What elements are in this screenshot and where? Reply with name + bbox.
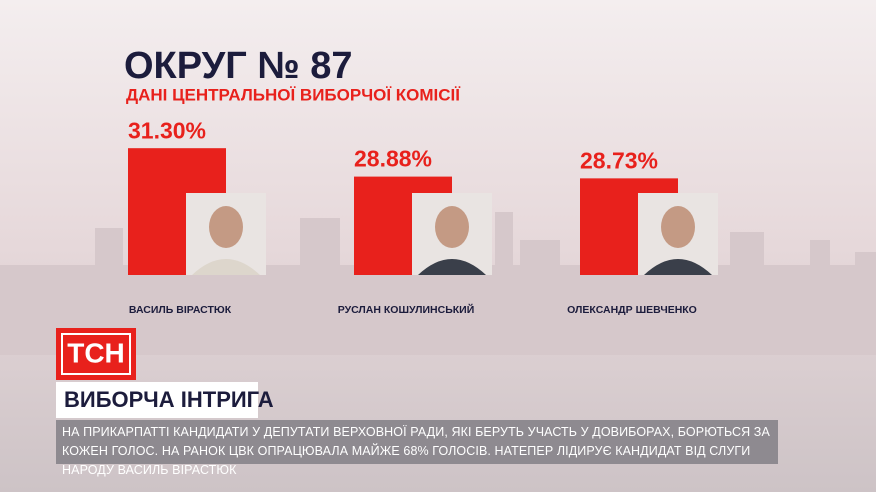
candidate-name: ОЛЕКСАНДР ШЕВЧЕНКО xyxy=(567,304,697,316)
photo-body xyxy=(418,259,486,275)
city-skyline xyxy=(0,212,876,355)
headline: ВИБОРЧА ІНТРИГА xyxy=(64,387,274,412)
chart-subtitle: ДАНІ ЦЕНТРАЛЬНОЇ ВИБОРЧОЇ КОМІСІЇ xyxy=(126,85,461,104)
logo-box xyxy=(56,328,136,380)
headline-box xyxy=(56,382,258,418)
news-ticker: НА ПРИКАРПАТТІ КАНДИДАТИ У ДЕПУТАТИ ВЕРХ… xyxy=(56,420,778,477)
logo: ТСН xyxy=(67,337,125,368)
value-label: 28.88% xyxy=(354,146,432,172)
photo-head xyxy=(435,206,469,248)
chart-title: ОКРУГ № 87 xyxy=(124,45,353,87)
value-label: 31.30% xyxy=(128,117,206,143)
photo-body xyxy=(192,259,260,275)
value-label: 28.73% xyxy=(580,147,658,173)
photo-body xyxy=(644,259,712,275)
candidate-name: РУСЛАН КОШУЛИНСЬКИЙ xyxy=(338,303,475,316)
photo-head xyxy=(661,206,695,248)
photo-head xyxy=(209,206,243,248)
candidate-name: ВАСИЛЬ ВІРАСТЮК xyxy=(129,304,232,316)
logo-frame xyxy=(61,333,131,375)
